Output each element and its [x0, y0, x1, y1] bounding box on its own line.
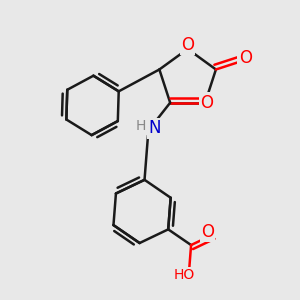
Text: O: O	[200, 94, 213, 112]
Text: O: O	[239, 49, 252, 67]
Text: HO: HO	[174, 268, 195, 282]
Text: O: O	[201, 223, 214, 241]
Text: O: O	[181, 36, 194, 54]
Text: N: N	[148, 119, 160, 137]
Text: H: H	[135, 119, 146, 134]
